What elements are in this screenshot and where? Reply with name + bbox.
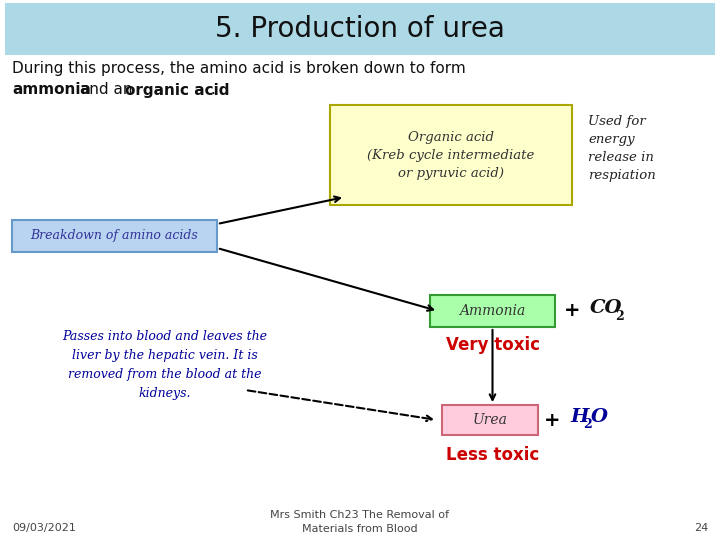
Text: Breakdown of amino acids: Breakdown of amino acids [31,230,199,242]
FancyBboxPatch shape [12,220,217,252]
Text: Organic acid
(Kreb cycle intermediate
or pyruvic acid): Organic acid (Kreb cycle intermediate or… [367,131,535,179]
FancyBboxPatch shape [5,3,715,55]
Text: and an: and an [75,83,138,98]
FancyBboxPatch shape [442,405,538,435]
Text: Mrs Smith Ch23 The Removal of
Materials from Blood: Mrs Smith Ch23 The Removal of Materials … [271,510,449,534]
Text: 24: 24 [694,523,708,533]
Text: Urea: Urea [472,413,508,427]
Text: 5. Production of urea: 5. Production of urea [215,15,505,43]
Text: 2: 2 [615,309,624,322]
Text: During this process, the amino acid is broken down to form: During this process, the amino acid is b… [12,60,466,76]
Text: 09/03/2021: 09/03/2021 [12,523,76,533]
Text: O: O [591,408,608,426]
Text: Very toxic: Very toxic [446,336,539,354]
Text: organic acid: organic acid [125,83,230,98]
Text: +: + [564,301,580,321]
Text: Less toxic: Less toxic [446,446,539,464]
Text: CO: CO [590,299,623,317]
Text: 2: 2 [583,418,592,431]
Text: Used for
energy
release in
respiation: Used for energy release in respiation [588,115,656,182]
FancyBboxPatch shape [330,105,572,205]
Text: H: H [570,408,588,426]
Text: Ammonia: Ammonia [459,304,526,318]
Text: .: . [210,83,215,98]
FancyBboxPatch shape [430,295,555,327]
Text: +: + [544,410,560,429]
Text: ammonia: ammonia [12,83,91,98]
Text: Passes into blood and leaves the
liver by the hepatic vein. It is
removed from t: Passes into blood and leaves the liver b… [63,330,268,400]
